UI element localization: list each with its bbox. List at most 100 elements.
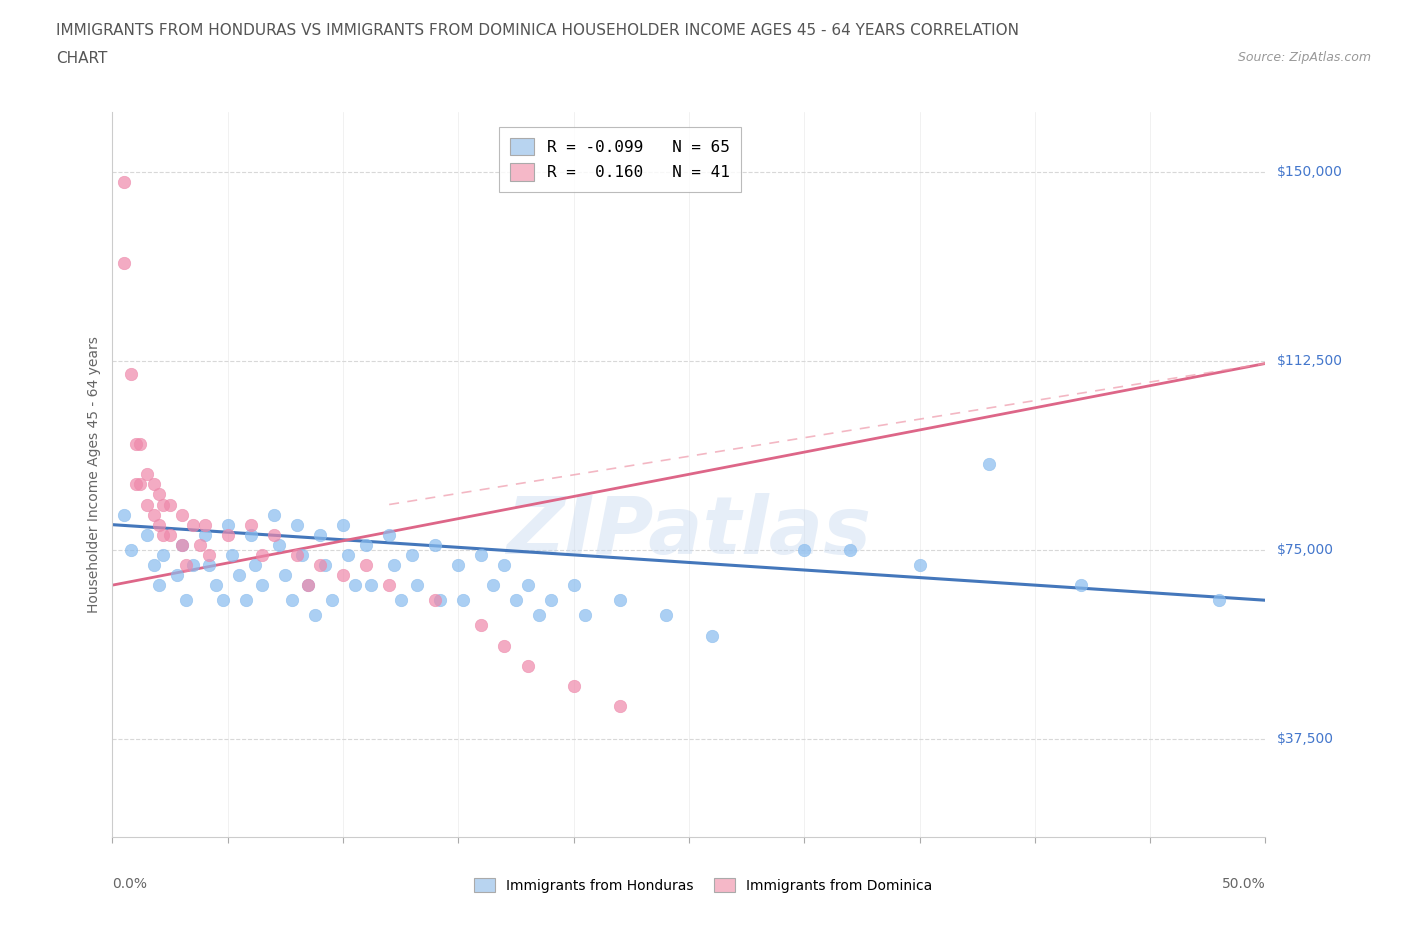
Point [378, 527, 401, 542]
Text: ZIPatlas: ZIPatlas [506, 493, 872, 571]
Point [494, 638, 516, 653]
Point [148, 578, 170, 592]
Point [166, 567, 188, 582]
Point [120, 366, 142, 381]
Text: 0.0%: 0.0% [112, 877, 148, 891]
Point [281, 592, 304, 607]
Point [285, 517, 308, 532]
Point [112, 507, 135, 522]
Point [470, 618, 492, 633]
Point [429, 592, 451, 607]
Point [194, 527, 217, 542]
Point [574, 608, 596, 623]
Point [124, 436, 146, 451]
Point [470, 548, 492, 563]
Legend: Immigrants from Honduras, Immigrants from Dominica: Immigrants from Honduras, Immigrants fro… [467, 871, 939, 900]
Point [174, 592, 197, 607]
Point [159, 527, 181, 542]
Point [152, 497, 174, 512]
Point [297, 578, 319, 592]
Point [159, 497, 181, 512]
Point [1208, 592, 1230, 607]
Point [562, 578, 585, 592]
Point [332, 567, 354, 582]
Point [425, 592, 447, 607]
Point [447, 557, 470, 572]
Point [112, 175, 135, 190]
Point [181, 557, 204, 572]
Text: 50.0%: 50.0% [1222, 877, 1265, 891]
Point [360, 578, 382, 592]
Point [221, 548, 243, 563]
Point [309, 557, 332, 572]
Point [228, 567, 250, 582]
Point [527, 608, 550, 623]
Point [136, 497, 159, 512]
Point [263, 527, 285, 542]
Point [188, 538, 211, 552]
Point [309, 527, 332, 542]
Point [217, 517, 239, 532]
Point [382, 557, 405, 572]
Point [217, 527, 239, 542]
Point [194, 517, 217, 532]
Point [285, 548, 308, 563]
Point [148, 487, 170, 502]
Point [170, 538, 193, 552]
Y-axis label: Householder Income Ages 45 - 64 years: Householder Income Ages 45 - 64 years [87, 336, 101, 613]
Text: $112,500: $112,500 [1277, 354, 1343, 368]
Point [170, 507, 193, 522]
Point [378, 578, 401, 592]
Point [290, 548, 312, 563]
Text: $75,000: $75,000 [1277, 543, 1333, 557]
Point [152, 548, 174, 563]
Point [314, 557, 336, 572]
Point [336, 548, 359, 563]
Point [908, 557, 931, 572]
Point [332, 517, 354, 532]
Point [136, 467, 159, 482]
Point [170, 538, 193, 552]
Point [143, 477, 166, 492]
Point [274, 567, 297, 582]
Point [252, 548, 274, 563]
Point [482, 578, 505, 592]
Point [494, 557, 516, 572]
Point [239, 517, 262, 532]
Point [198, 548, 221, 563]
Point [148, 517, 170, 532]
Point [152, 527, 174, 542]
Point [516, 658, 538, 673]
Point [181, 517, 204, 532]
Point [120, 542, 142, 557]
Point [136, 527, 159, 542]
Point [354, 538, 377, 552]
Point [540, 592, 562, 607]
Point [263, 507, 285, 522]
Point [321, 592, 343, 607]
Legend: R = -0.099   N = 65, R =  0.160   N = 41: R = -0.099 N = 65, R = 0.160 N = 41 [499, 126, 741, 192]
Point [401, 548, 423, 563]
Point [839, 542, 862, 557]
Point [143, 557, 166, 572]
Point [793, 542, 815, 557]
Point [174, 557, 197, 572]
Point [205, 578, 228, 592]
Point [609, 592, 631, 607]
Point [389, 592, 412, 607]
Point [609, 698, 631, 713]
Text: $37,500: $37,500 [1277, 732, 1333, 746]
Point [562, 679, 585, 694]
Point [129, 477, 152, 492]
Text: Source: ZipAtlas.com: Source: ZipAtlas.com [1237, 51, 1371, 64]
Point [143, 507, 166, 522]
Point [235, 592, 257, 607]
Point [112, 256, 135, 271]
Text: IMMIGRANTS FROM HONDURAS VS IMMIGRANTS FROM DOMINICA HOUSEHOLDER INCOME AGES 45 : IMMIGRANTS FROM HONDURAS VS IMMIGRANTS F… [56, 23, 1019, 38]
Point [239, 527, 262, 542]
Point [124, 477, 146, 492]
Point [516, 578, 538, 592]
Point [252, 578, 274, 592]
Point [977, 457, 1000, 472]
Point [505, 592, 527, 607]
